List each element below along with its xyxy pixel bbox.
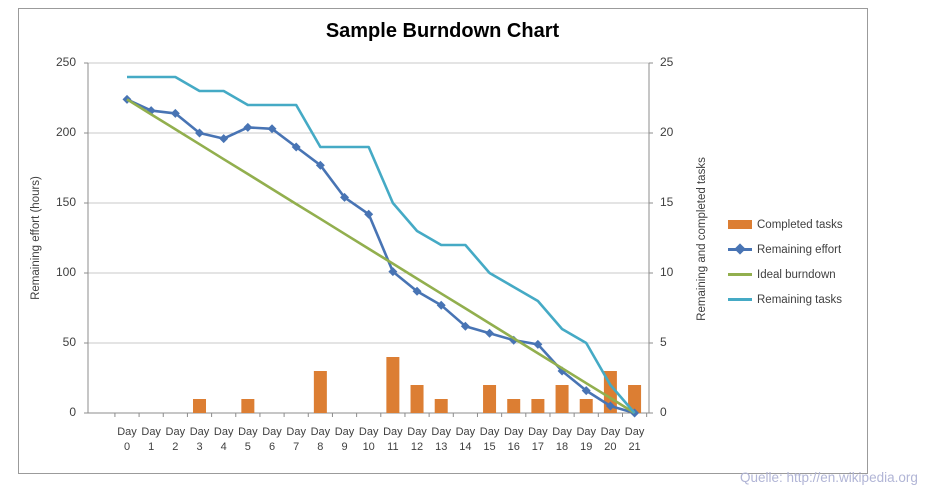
- x-label-day-13: Day 13: [431, 426, 451, 453]
- legend-label: Ideal burndown: [757, 268, 836, 281]
- x-label-day-3: Day 3: [189, 426, 210, 453]
- y-left-tick-label: 50: [62, 335, 76, 349]
- diamond-marker: [267, 124, 277, 134]
- x-label-day-11: Day 11: [383, 426, 403, 453]
- chart-frame: [18, 8, 868, 474]
- legend-label: Completed tasks: [757, 218, 843, 231]
- y-left-tick-label: 0: [69, 405, 76, 419]
- diamond-marker: [460, 321, 470, 331]
- x-label-day-10: Day 10: [358, 426, 379, 453]
- y-left-tick-label: 200: [55, 125, 76, 139]
- source-note: Quelle: http://en.wikipedia.org: [740, 470, 918, 485]
- y-right-tick-label: 10: [660, 265, 674, 279]
- x-label-day-1: Day 1: [141, 426, 161, 453]
- x-label-day-7: Day 7: [286, 426, 306, 453]
- y-right-axis-title: Remaining and completed tasks: [696, 157, 708, 321]
- diamond-marker: [412, 286, 422, 296]
- x-label-day-14: Day 14: [455, 426, 476, 453]
- diamond-marker: [170, 108, 180, 118]
- diamond-marker: [436, 300, 446, 310]
- bar-day-5: [241, 399, 255, 413]
- x-label-day-15: Day 15: [479, 426, 500, 453]
- y-right-tick-label: 25: [660, 55, 674, 69]
- bar-day-16: [507, 399, 521, 413]
- chart-legend: Completed tasks Remaining effort Ideal bur…: [728, 212, 843, 312]
- y-right-tick-label: 15: [660, 195, 674, 209]
- diamond-marker: [340, 192, 350, 202]
- bar-day-19: [579, 399, 593, 413]
- x-label-day-18: Day 18: [552, 426, 572, 453]
- bar-day-3: [193, 399, 207, 413]
- legend-item-remaining-tasks: Remaining tasks: [728, 287, 843, 312]
- diamond-marker: [605, 401, 615, 411]
- x-label-day-12: Day 12: [407, 426, 427, 453]
- x-label-day-0: Day 0: [117, 426, 137, 453]
- y-left-tick-label: 250: [55, 55, 76, 69]
- diamond-marker: [243, 122, 253, 132]
- bar-day-15: [483, 385, 497, 413]
- y-right-tick-label: 5: [660, 335, 667, 349]
- x-label-day-21: Day 21: [624, 426, 645, 453]
- line-ideal-burndown: [126, 98, 636, 415]
- x-label-day-6: Day 6: [262, 426, 282, 453]
- chart-title: Sample Burndown Chart: [325, 20, 560, 42]
- x-label-day-9: Day 9: [334, 426, 355, 453]
- bar-day-18: [555, 385, 569, 413]
- legend-item-remaining-effort: Remaining effort: [728, 237, 843, 262]
- line-remaining-effort: [126, 98, 635, 415]
- diamond-marker: [533, 339, 543, 349]
- diamond-marker: [581, 386, 591, 396]
- bar-day-11: [386, 357, 400, 413]
- line-remaining-tasks: [127, 75, 636, 414]
- bar-day-13: [434, 399, 448, 413]
- legend-swatch: [728, 220, 752, 229]
- diamond-marker: [485, 328, 495, 338]
- diamond-marker: [315, 160, 325, 170]
- legend-swatch: [728, 270, 752, 279]
- diamond-marker: [291, 142, 301, 152]
- legend-label: Remaining tasks: [757, 293, 843, 306]
- bar-day-8: [313, 371, 327, 413]
- x-label-day-17: Day 17: [528, 426, 548, 453]
- diamond-marker: [219, 134, 229, 144]
- y-left-tick-label: 100: [55, 265, 76, 279]
- diamond-marker: [388, 267, 398, 277]
- y-right-tick-label: 0: [660, 405, 667, 419]
- legend-item-ideal-burndown: Ideal burndown: [728, 262, 843, 287]
- x-label-day-5: Day 5: [238, 426, 258, 453]
- bar-day-12: [410, 385, 424, 413]
- x-label-day-19: Day 19: [576, 426, 596, 453]
- diamond-marker: [364, 209, 374, 219]
- diamond-marker: [195, 128, 205, 138]
- legend-swatch: [728, 243, 752, 255]
- legend-label: Remaining effort: [757, 243, 842, 256]
- x-label-day-20: Day 20: [600, 426, 621, 453]
- y-right-tick-label: 20: [660, 125, 674, 139]
- x-label-day-4: Day 4: [213, 426, 234, 453]
- x-label-day-16: Day 16: [503, 426, 524, 453]
- legend-item-completed-tasks: Completed tasks: [728, 212, 843, 237]
- bar-day-17: [531, 399, 545, 413]
- bar-day-21: [628, 385, 642, 413]
- y-left-tick-label: 150: [55, 195, 76, 209]
- legend-swatch: [728, 295, 752, 304]
- x-label-day-2: Day 2: [165, 426, 186, 453]
- y-left-axis-title: Remaining effort (hours): [30, 176, 42, 300]
- x-label-day-8: Day 8: [310, 426, 331, 453]
